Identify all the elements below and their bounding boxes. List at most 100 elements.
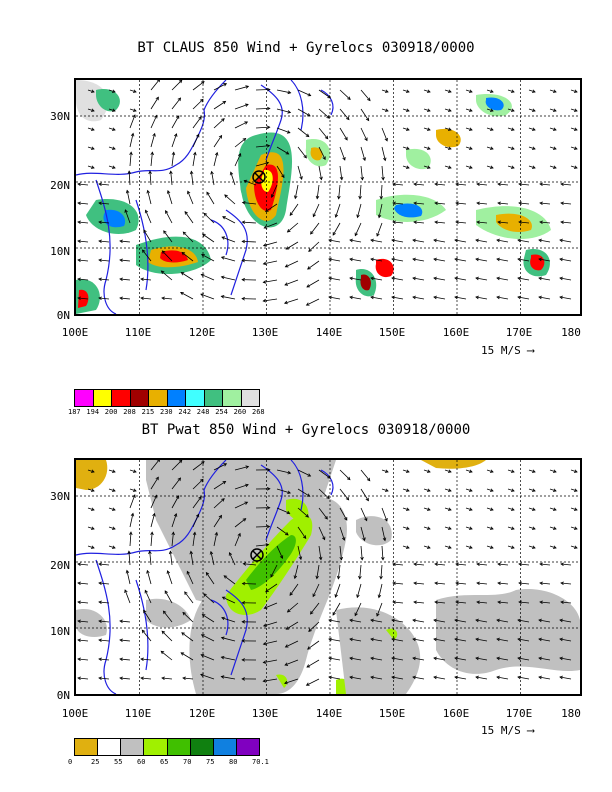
wind-arrow bbox=[242, 240, 257, 243]
wind-arrow bbox=[184, 211, 194, 224]
wind-arrow-head bbox=[476, 600, 480, 605]
wind-arrow-head bbox=[221, 118, 225, 122]
wind-arrow bbox=[108, 526, 116, 530]
wind-arrow bbox=[433, 638, 446, 642]
wind-arrow-head bbox=[140, 296, 144, 301]
wind-arrow-head bbox=[305, 682, 310, 686]
wind-arrow-head bbox=[349, 656, 353, 661]
wind-arrow-head bbox=[345, 496, 350, 501]
wind-arrow bbox=[306, 279, 320, 288]
wind-arrow bbox=[108, 488, 116, 492]
wind-arrow bbox=[98, 221, 110, 224]
wind-arrow bbox=[297, 146, 307, 159]
wind-arrow-head bbox=[184, 210, 188, 215]
wind-arrow-head bbox=[336, 575, 341, 580]
wind-arrow bbox=[332, 222, 341, 236]
colorbar-tick-label: 208 bbox=[123, 408, 136, 416]
wind-arrow bbox=[465, 165, 473, 169]
wind-arrow-head bbox=[341, 537, 346, 541]
wind-arrow bbox=[360, 469, 371, 482]
wind-arrow bbox=[190, 171, 194, 186]
wind-arrow bbox=[87, 526, 95, 530]
wind-arrow bbox=[98, 601, 110, 604]
wind-arrow bbox=[475, 676, 488, 680]
wind-arrow-head bbox=[358, 575, 362, 580]
wind-arrow-head bbox=[180, 291, 184, 296]
wind-arrow bbox=[77, 677, 89, 680]
wind-arrow bbox=[98, 259, 110, 262]
graticule bbox=[76, 80, 580, 314]
wind-arrow-head bbox=[283, 300, 288, 305]
wind-arrow-head bbox=[552, 488, 557, 492]
wind-arrow-head bbox=[178, 460, 183, 464]
wind-arrow-head bbox=[573, 488, 578, 492]
wind-arrow bbox=[234, 121, 248, 129]
wind-arrow bbox=[497, 563, 509, 566]
wind-arrow-head bbox=[324, 135, 329, 140]
wind-arrow bbox=[98, 582, 110, 585]
wind-arrow-head bbox=[518, 201, 522, 206]
wind-arrow-head bbox=[489, 526, 494, 530]
wind-arrow bbox=[412, 258, 425, 262]
wind-arrow-head bbox=[285, 626, 290, 630]
wind-arrow-head bbox=[497, 220, 501, 225]
wind-arrow-head bbox=[354, 232, 358, 237]
wind-arrow-head bbox=[497, 600, 501, 605]
wind-arrow-head bbox=[392, 182, 396, 187]
wind-arrow-head bbox=[221, 596, 226, 600]
wind-arrow bbox=[507, 488, 515, 492]
wind-arrow bbox=[87, 89, 95, 93]
wind-arrow bbox=[376, 222, 383, 237]
wind-arrow-head bbox=[287, 90, 292, 95]
wind-arrow-head bbox=[559, 637, 563, 642]
wind-arrow-head bbox=[220, 636, 225, 640]
wind-arrow-head bbox=[305, 514, 310, 518]
wind-arrow-head bbox=[412, 257, 416, 262]
wind-arrow-head bbox=[266, 106, 271, 111]
wind-arrow-head bbox=[98, 657, 102, 662]
wind-arrow-head bbox=[195, 513, 200, 518]
wind-arrow bbox=[192, 152, 196, 167]
wind-arrow bbox=[359, 564, 362, 579]
wind-arrow-head bbox=[455, 182, 459, 187]
wind-arrow bbox=[255, 544, 269, 547]
wind-arrow bbox=[507, 108, 515, 112]
wind-arrow bbox=[77, 278, 89, 281]
wind-arrow-head bbox=[178, 80, 183, 84]
wind-arrow bbox=[413, 563, 425, 566]
wind-arrow-head bbox=[370, 656, 374, 661]
wind-arrow bbox=[169, 551, 173, 566]
wind-arrow-head bbox=[412, 238, 416, 243]
wind-arrow bbox=[98, 297, 110, 300]
wind-arrow-head bbox=[312, 213, 316, 218]
wind-arrow-head bbox=[196, 133, 200, 138]
wind-arrow bbox=[496, 239, 509, 243]
wind-arrow-head bbox=[90, 89, 95, 93]
wind-arrow-head bbox=[475, 675, 479, 680]
wind-arrow bbox=[486, 469, 494, 473]
wind-arrow-head bbox=[237, 152, 242, 157]
wind-arrow-head bbox=[517, 257, 521, 262]
wind-arrow bbox=[402, 165, 410, 169]
wind-arrow bbox=[423, 469, 431, 473]
wind-arrow-head bbox=[111, 108, 116, 112]
wind-arrow-head bbox=[221, 616, 225, 621]
wind-arrow-head bbox=[366, 477, 371, 482]
wind-arrow-head bbox=[434, 562, 438, 567]
wind-arrow-head bbox=[162, 610, 167, 615]
wind-arrow-head bbox=[285, 532, 289, 536]
wind-vectors bbox=[77, 80, 578, 306]
wind-arrow-head bbox=[559, 675, 563, 680]
wind-arrow bbox=[284, 678, 299, 684]
wind-arrow-head bbox=[328, 675, 332, 680]
wind-arrow bbox=[167, 190, 173, 205]
wind-arrow-head bbox=[90, 488, 95, 492]
wind-arrow-head bbox=[538, 238, 542, 243]
wind-arrow-head bbox=[454, 238, 458, 243]
wind-arrow-head bbox=[413, 220, 417, 225]
wind-arrow bbox=[349, 296, 362, 300]
wind-arrow bbox=[234, 533, 241, 547]
wind-arrow-head bbox=[98, 562, 102, 567]
wind-arrow-head bbox=[266, 505, 271, 510]
wind-arrow bbox=[549, 146, 557, 150]
